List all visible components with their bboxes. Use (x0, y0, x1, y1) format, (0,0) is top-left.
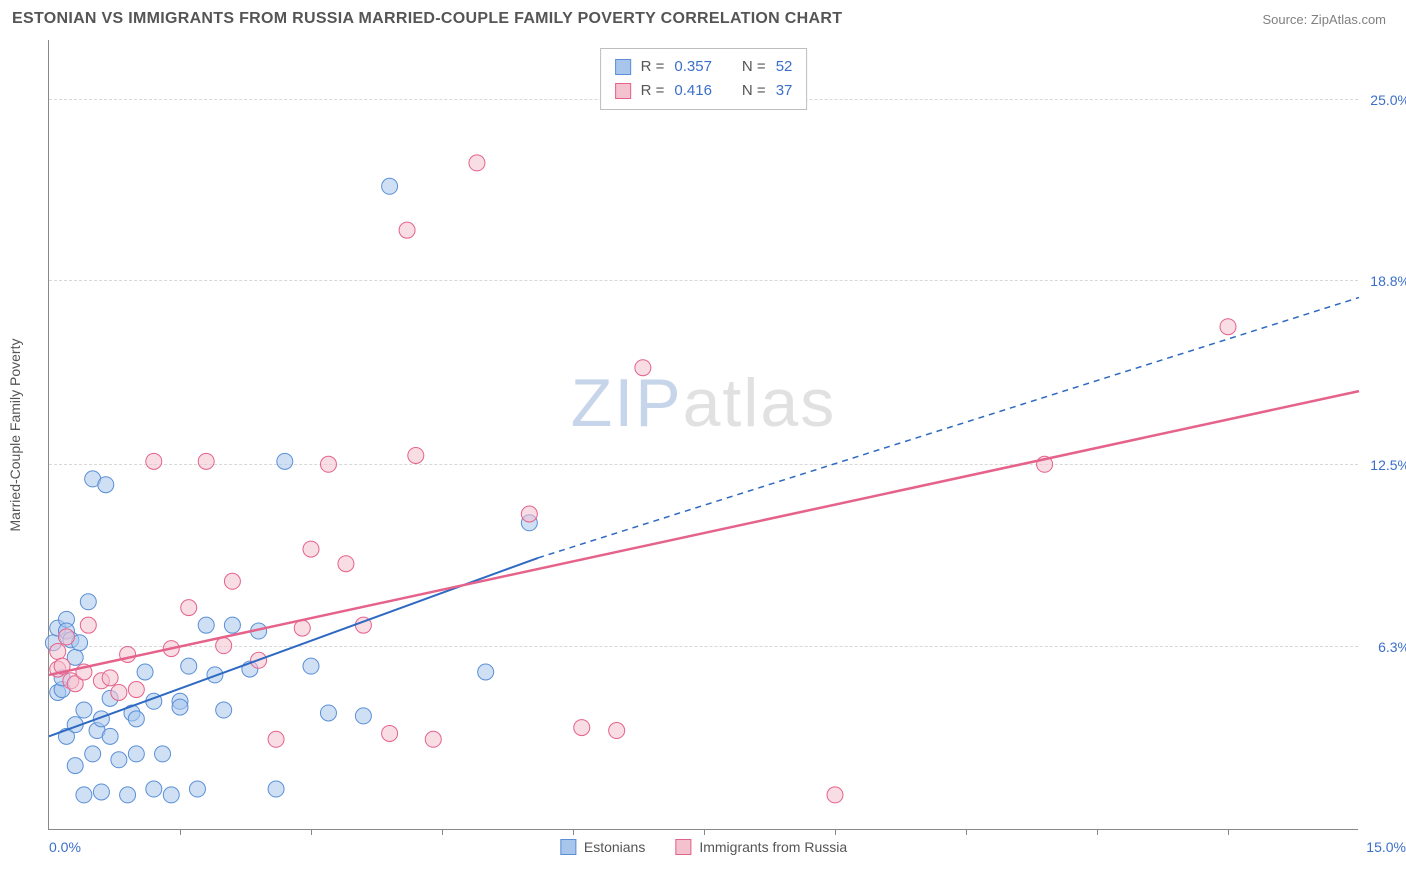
data-point (268, 781, 284, 797)
data-point (198, 453, 214, 469)
data-point (155, 746, 171, 762)
data-point (137, 664, 153, 680)
data-point (172, 699, 188, 715)
data-point (146, 781, 162, 797)
r-value: 0.357 (674, 55, 712, 79)
data-point (338, 556, 354, 572)
source-label: Source: ZipAtlas.com (1262, 12, 1386, 27)
data-point (478, 664, 494, 680)
stats-row: R = 0.357 N = 52 (615, 55, 793, 79)
data-point (320, 456, 336, 472)
trend-line-dashed (538, 297, 1359, 557)
data-point (399, 222, 415, 238)
x-tick (573, 829, 574, 835)
data-point (408, 447, 424, 463)
data-point (85, 746, 101, 762)
data-point (382, 725, 398, 741)
n-label: N = (742, 55, 766, 79)
data-point (58, 629, 74, 645)
x-tick (1097, 829, 1098, 835)
x-tick (180, 829, 181, 835)
n-label: N = (742, 79, 766, 103)
chart-area: Married-Couple Family Poverty 6.3%12.5%1… (48, 40, 1358, 830)
data-point (67, 758, 83, 774)
r-label: R = (641, 79, 665, 103)
data-point (111, 752, 127, 768)
data-point (102, 670, 118, 686)
data-point (93, 784, 109, 800)
data-point (80, 594, 96, 610)
n-value: 37 (776, 79, 793, 103)
data-point (76, 787, 92, 803)
legend-swatch (615, 83, 631, 99)
data-point (128, 682, 144, 698)
data-point (198, 617, 214, 633)
data-point (216, 702, 232, 718)
data-point (224, 573, 240, 589)
y-tick-label: 25.0% (1370, 92, 1406, 108)
data-point (268, 731, 284, 747)
x-tick (311, 829, 312, 835)
scatter-plot (49, 40, 1358, 829)
data-point (181, 600, 197, 616)
y-axis-title: Married-Couple Family Poverty (7, 338, 23, 531)
legend-item: Immigrants from Russia (675, 839, 847, 855)
data-point (355, 708, 371, 724)
data-point (303, 658, 319, 674)
r-value: 0.416 (674, 79, 712, 103)
data-point (80, 617, 96, 633)
data-point (521, 506, 537, 522)
data-point (189, 781, 205, 797)
legend-label: Estonians (584, 839, 645, 855)
data-point (111, 684, 127, 700)
data-point (50, 644, 66, 660)
legend-label: Immigrants from Russia (699, 839, 847, 855)
x-axis-max-label: 15.0% (1366, 839, 1406, 855)
stats-legend-box: R = 0.357 N = 52 R = 0.416 N = 37 (600, 48, 808, 110)
bottom-legend: Estonians Immigrants from Russia (560, 839, 847, 855)
legend-swatch (675, 839, 691, 855)
data-point (303, 541, 319, 557)
data-point (216, 638, 232, 654)
data-point (224, 617, 240, 633)
r-label: R = (641, 55, 665, 79)
legend-swatch (560, 839, 576, 855)
x-tick (1228, 829, 1229, 835)
legend-swatch (615, 59, 631, 75)
legend-item: Estonians (560, 839, 645, 855)
data-point (128, 711, 144, 727)
n-value: 52 (776, 55, 793, 79)
y-tick-label: 12.5% (1370, 457, 1406, 473)
data-point (382, 178, 398, 194)
x-tick (966, 829, 967, 835)
data-point (277, 453, 293, 469)
trend-line (49, 391, 1359, 675)
y-tick-label: 6.3% (1378, 639, 1406, 655)
data-point (98, 477, 114, 493)
data-point (102, 728, 118, 744)
data-point (120, 787, 136, 803)
data-point (128, 746, 144, 762)
y-tick-label: 18.8% (1370, 273, 1406, 289)
x-axis-min-label: 0.0% (49, 839, 81, 855)
x-tick (442, 829, 443, 835)
data-point (163, 787, 179, 803)
x-tick (835, 829, 836, 835)
data-point (574, 720, 590, 736)
data-point (146, 453, 162, 469)
data-point (181, 658, 197, 674)
data-point (76, 702, 92, 718)
data-point (827, 787, 843, 803)
chart-title: ESTONIAN VS IMMIGRANTS FROM RUSSIA MARRI… (12, 10, 842, 28)
data-point (609, 723, 625, 739)
data-point (469, 155, 485, 171)
data-point (320, 705, 336, 721)
x-tick (704, 829, 705, 835)
data-point (635, 360, 651, 376)
stats-row: R = 0.416 N = 37 (615, 79, 793, 103)
data-point (425, 731, 441, 747)
data-point (1220, 319, 1236, 335)
